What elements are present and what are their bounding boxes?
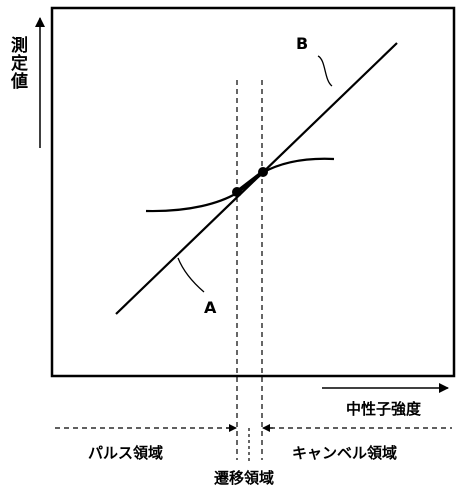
intersection-point-right bbox=[258, 167, 268, 177]
curve-a-line bbox=[145, 157, 335, 213]
plot-frame bbox=[50, 6, 456, 378]
campbell-region-label: キャンベル領域 bbox=[292, 444, 398, 462]
y-axis-label: 測定値 bbox=[7, 36, 27, 90]
transition-region-label: 遷移領域 bbox=[214, 469, 275, 487]
pulse-region-label: パルス領域 bbox=[88, 444, 164, 462]
intersection-point-left bbox=[232, 187, 242, 197]
overlap-segment bbox=[235, 170, 265, 194]
curve-b-label: B bbox=[296, 34, 309, 53]
curve-a-leader bbox=[177, 257, 205, 293]
curve-b-leader bbox=[317, 55, 333, 87]
x-axis-label: 中性子強度 bbox=[346, 400, 422, 418]
curve-a-label: A bbox=[204, 298, 217, 317]
